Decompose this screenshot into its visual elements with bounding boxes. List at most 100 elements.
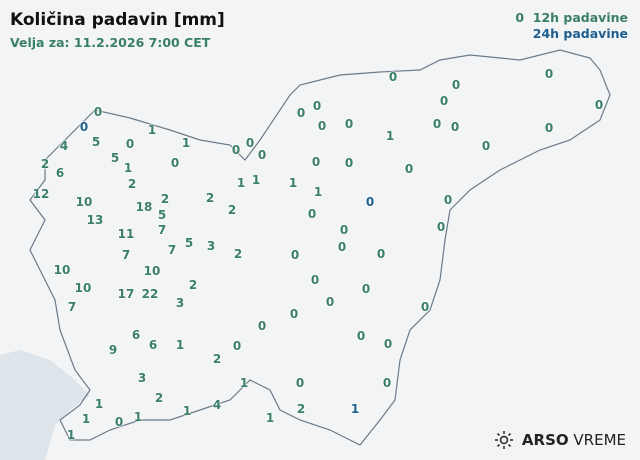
station-value: 5 [184, 236, 194, 250]
station-value: 0 [296, 106, 306, 120]
legend-24h: 24h padavine [532, 26, 628, 41]
station-value: 12 [32, 187, 50, 201]
station-value: 4 [59, 139, 69, 153]
station-value: 0 [439, 94, 449, 108]
station-value: 0 [481, 139, 491, 153]
station-value: 0 [436, 220, 446, 234]
station-value: 0 [289, 307, 299, 321]
station-value: 0 [376, 247, 386, 261]
logo-brand: ARSO [521, 431, 569, 449]
legend: 0 12h padavine 24h padavine [515, 10, 628, 42]
station-value: 0 [594, 98, 604, 112]
station-value: 0 [432, 117, 442, 131]
station-value: 1 [236, 176, 246, 190]
station-value: 0 [344, 156, 354, 170]
station-value: 1 [94, 397, 104, 411]
station-value: 0 [307, 207, 317, 221]
station-value: 1 [123, 161, 133, 175]
station-value: 1 [66, 428, 76, 442]
station-value: 0 [93, 105, 103, 119]
station-value: 1 [350, 402, 360, 416]
station-value: 0 [388, 70, 398, 84]
station-value: 0 [443, 193, 453, 207]
legend-12h: 0 12h padavine [515, 10, 628, 26]
station-value: 0 [420, 300, 430, 314]
station-value: 10 [143, 264, 161, 278]
station-value: 7 [121, 248, 131, 262]
arso-logo[interactable]: ARSO VREME [494, 430, 626, 450]
station-value: 2 [40, 157, 50, 171]
station-value: 1 [181, 136, 191, 150]
sea [0, 350, 90, 460]
station-value: 7 [157, 223, 167, 237]
station-value: 1 [133, 410, 143, 424]
station-value: 7 [167, 243, 177, 257]
station-value: 10 [75, 195, 93, 209]
station-value: 1 [288, 176, 298, 190]
station-value: 0 [365, 195, 375, 209]
station-value: 0 [310, 273, 320, 287]
station-value: 0 [311, 155, 321, 169]
station-value: 0 [383, 337, 393, 351]
station-value: 0 [404, 162, 414, 176]
station-value: 0 [382, 376, 392, 390]
valid-time: Velja za: 11.2.2026 7:00 CET [10, 35, 211, 50]
station-value: 0 [317, 119, 327, 133]
station-value: 5 [110, 151, 120, 165]
station-value: 2 [233, 247, 243, 261]
station-value: 2 [188, 278, 198, 292]
station-value: 1 [147, 123, 157, 137]
station-value: 0 [231, 143, 241, 157]
station-value: 1 [251, 173, 261, 187]
station-value: 9 [108, 343, 118, 357]
sun-icon [494, 431, 513, 449]
station-value: 13 [86, 213, 104, 227]
station-value: 0 [114, 415, 124, 429]
station-value: 2 [212, 352, 222, 366]
station-value: 0 [125, 137, 135, 151]
station-value: 0 [245, 136, 255, 150]
station-value: 2 [127, 177, 137, 191]
station-value: 10 [74, 281, 92, 295]
station-value: 5 [91, 135, 101, 149]
legend-12h-label: 12h padavine [532, 10, 628, 25]
station-value: 0 [79, 120, 89, 134]
legend-sample: 0 [515, 10, 525, 25]
station-value: 1 [313, 185, 323, 199]
station-value: 1 [175, 338, 185, 352]
station-value: 0 [170, 156, 180, 170]
station-value: 22 [141, 287, 159, 301]
station-value: 2 [154, 391, 164, 405]
station-value: 6 [148, 338, 158, 352]
station-value: 0 [451, 78, 461, 92]
station-value: 4 [212, 398, 222, 412]
station-value: 1 [81, 412, 91, 426]
station-value: 0 [356, 329, 366, 343]
station-value: 0 [295, 376, 305, 390]
station-value: 0 [344, 117, 354, 131]
station-value: 7 [67, 300, 77, 314]
station-value: 0 [325, 295, 335, 309]
station-value: 0 [312, 99, 322, 113]
station-value: 0 [337, 240, 347, 254]
station-value: 1 [182, 404, 192, 418]
station-value: 5 [157, 208, 167, 222]
station-value: 0 [257, 319, 267, 333]
station-value: 18 [135, 200, 153, 214]
station-value: 1 [239, 376, 249, 390]
station-value: 0 [290, 248, 300, 262]
station-value: 0 [544, 67, 554, 81]
station-value: 0 [544, 121, 554, 135]
station-value: 3 [137, 371, 147, 385]
station-value: 0 [361, 282, 371, 296]
station-value: 2 [227, 203, 237, 217]
station-value: 3 [175, 296, 185, 310]
station-value: 6 [131, 328, 141, 342]
station-value: 2 [160, 192, 170, 206]
country-border [29, 49, 611, 446]
station-value: 1 [265, 411, 275, 425]
station-value: 2 [296, 402, 306, 416]
station-value: 0 [232, 339, 242, 353]
station-value: 11 [117, 227, 135, 241]
